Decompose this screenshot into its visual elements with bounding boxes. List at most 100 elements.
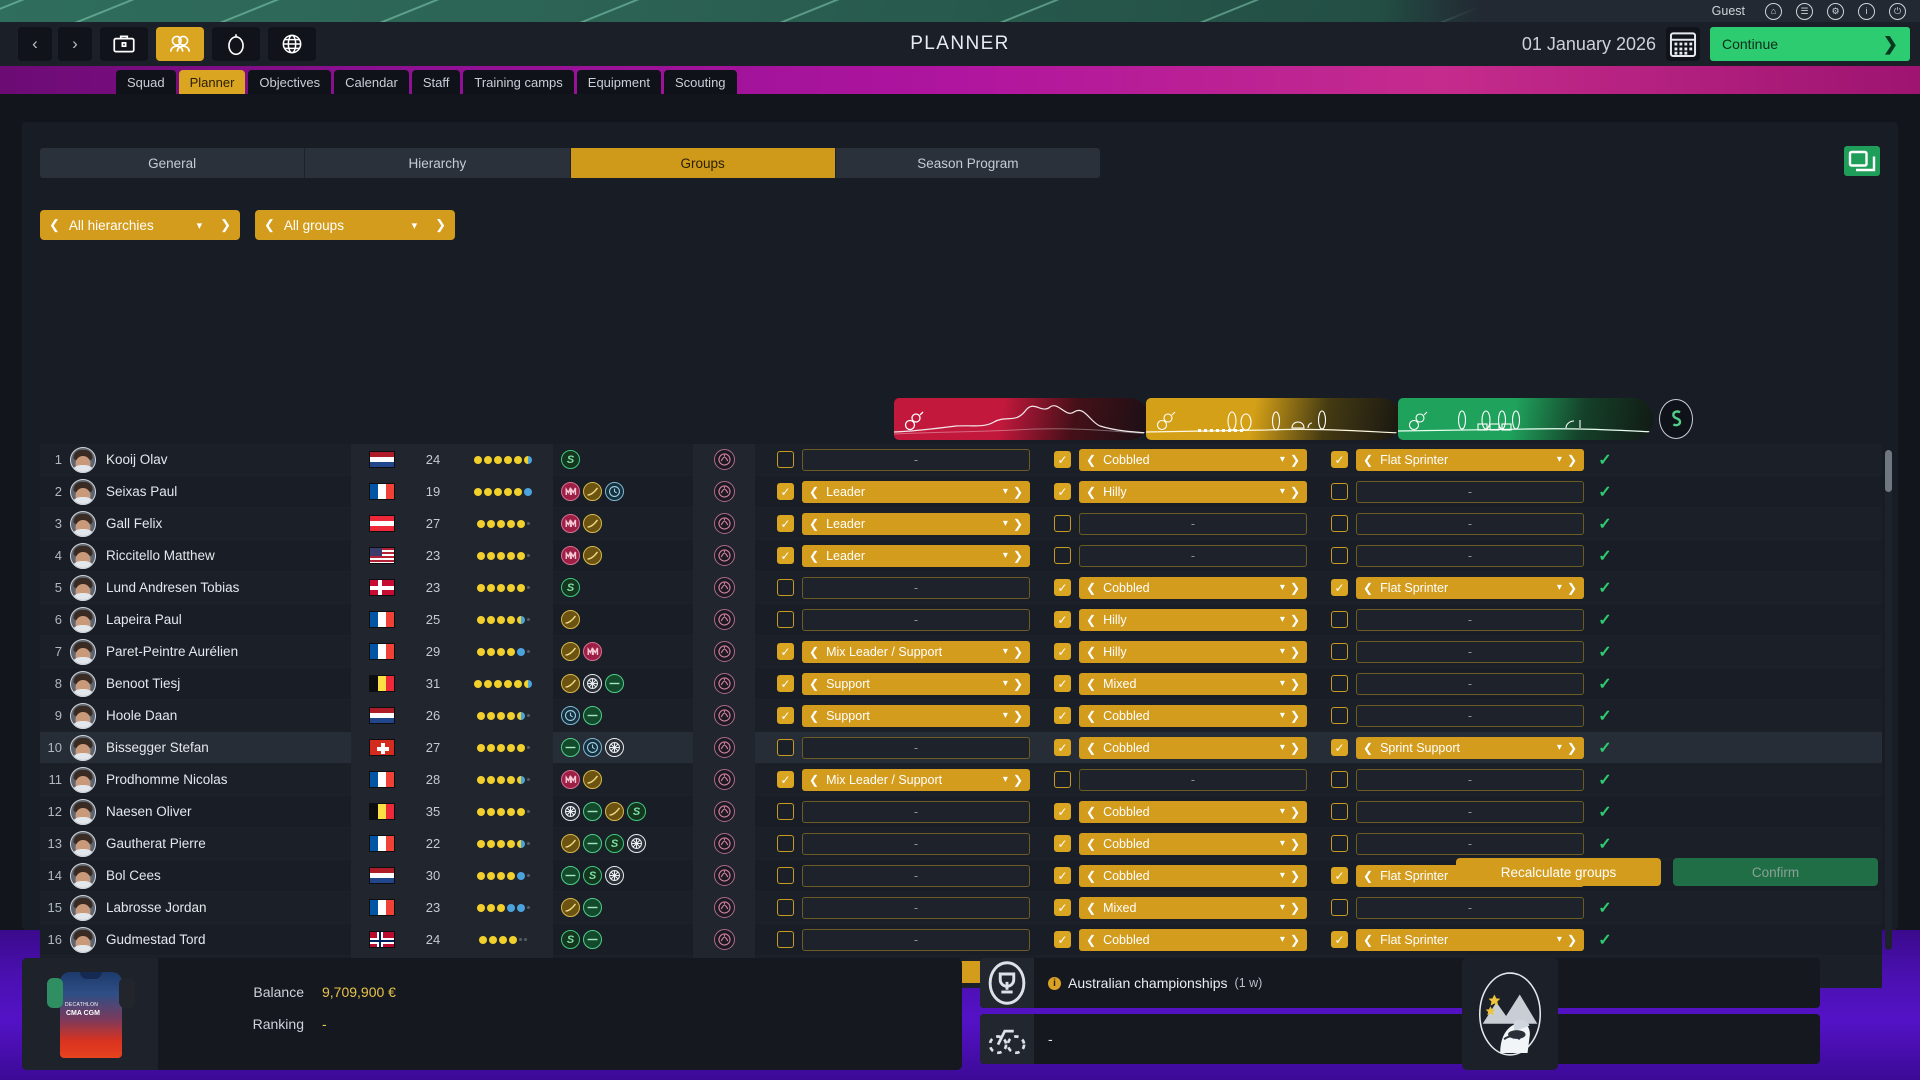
group-checkbox[interactable]: [1331, 771, 1348, 788]
group-select[interactable]: ❮ Mixed ▾ ❯: [1079, 672, 1307, 695]
confirm-button[interactable]: Confirm: [1673, 858, 1878, 886]
group-select[interactable]: -: [802, 448, 1030, 471]
next-arrow-icon[interactable]: ❯: [1289, 484, 1300, 499]
group-select[interactable]: -: [802, 896, 1030, 919]
group-checkbox[interactable]: [777, 803, 794, 820]
group-select[interactable]: -: [1356, 608, 1584, 631]
group-checkbox[interactable]: ✓: [1331, 579, 1348, 596]
chevron-down-icon[interactable]: ▾: [1556, 742, 1562, 753]
prev-arrow-icon[interactable]: ❮: [49, 217, 60, 232]
info-icon[interactable]: i: [1858, 2, 1875, 20]
prev-arrow-icon[interactable]: ❮: [1363, 452, 1374, 467]
group-checkbox[interactable]: ✓: [1054, 675, 1071, 692]
layout-toggle-icon[interactable]: [1844, 146, 1880, 176]
chevron-down-icon[interactable]: ▾: [1279, 870, 1285, 881]
table-row[interactable]: 4 Riccitello Matthew 23 ✓ ❮ Leader ▾ ❯ - - ✓: [40, 539, 1882, 572]
group-select[interactable]: ❮ Support ▾ ❯: [802, 672, 1030, 695]
chevron-down-icon[interactable]: ▾: [1279, 902, 1285, 913]
group-checkbox[interactable]: ✓: [777, 707, 794, 724]
chevron-down-icon[interactable]: ▾: [1279, 806, 1285, 817]
group-select[interactable]: -: [1356, 672, 1584, 695]
next-arrow-icon[interactable]: ❯: [1289, 932, 1300, 947]
rider-name[interactable]: Gudmestad Tord: [106, 932, 206, 947]
group-checkbox[interactable]: ✓: [1331, 867, 1348, 884]
group-checkbox[interactable]: [777, 931, 794, 948]
prev-arrow-icon[interactable]: ❮: [809, 548, 820, 563]
next-arrow-icon[interactable]: ❯: [1289, 900, 1300, 915]
prev-arrow-icon[interactable]: ❮: [1363, 740, 1374, 755]
next-arrow-icon[interactable]: ❯: [1289, 644, 1300, 659]
group-checkbox[interactable]: [1331, 515, 1348, 532]
tab-calendar[interactable]: Calendar: [334, 70, 409, 94]
tab-objectives[interactable]: Objectives: [248, 70, 332, 94]
prev-arrow-icon[interactable]: ❮: [1363, 868, 1374, 883]
group-header-mountain[interactable]: [894, 398, 1189, 440]
chevron-down-icon[interactable]: ▾: [1002, 518, 1008, 529]
group-checkbox[interactable]: [1331, 835, 1348, 852]
group-checkbox[interactable]: ✓: [777, 483, 794, 500]
prev-arrow-icon[interactable]: ❮: [1086, 900, 1097, 915]
rider-name[interactable]: Prodhomme Nicolas: [106, 772, 228, 787]
table-row[interactable]: 2 Seixas Paul 19 ✓ ❮ Leader ▾ ❯ ✓ ❮ Hilly ▾ ❯ - ✓: [40, 475, 1882, 508]
rider-name[interactable]: Gall Felix: [106, 516, 163, 531]
prev-arrow-icon[interactable]: ❮: [1086, 836, 1097, 851]
group-checkbox[interactable]: [777, 835, 794, 852]
rider-name[interactable]: Naesen Oliver: [106, 804, 192, 819]
module-riders-group-button[interactable]: [156, 27, 204, 61]
chevron-down-icon[interactable]: ▾: [1002, 486, 1008, 497]
rider-name[interactable]: Paret-Peintre Aurélien: [106, 644, 239, 659]
group-checkbox[interactable]: ✓: [777, 643, 794, 660]
group-checkbox[interactable]: [777, 867, 794, 884]
prev-arrow-icon[interactable]: ❮: [1086, 676, 1097, 691]
rider-name[interactable]: Labrosse Jordan: [106, 900, 207, 915]
tab-training-camps[interactable]: Training camps: [463, 70, 574, 94]
tab-scouting[interactable]: Scouting: [663, 70, 737, 94]
group-select[interactable]: ❮ Cobbled ▾ ❯: [1079, 928, 1307, 951]
segment-groups[interactable]: Groups: [570, 148, 836, 178]
home-icon[interactable]: ⌂: [1765, 2, 1782, 20]
segment-season-program[interactable]: Season Program: [917, 155, 1019, 171]
group-select[interactable]: -: [802, 608, 1030, 631]
prev-arrow-icon[interactable]: ❮: [1086, 644, 1097, 659]
recalculate-groups-button[interactable]: Recalculate groups: [1456, 858, 1661, 886]
continue-button[interactable]: Continue ❯: [1710, 27, 1910, 61]
next-arrow-icon[interactable]: ❯: [1012, 772, 1023, 787]
tab-planner[interactable]: Planner: [178, 70, 246, 94]
group-select[interactable]: ❮ Leader ▾ ❯: [802, 544, 1030, 567]
group-checkbox[interactable]: [1331, 803, 1348, 820]
next-arrow-icon[interactable]: ❯: [1289, 452, 1300, 467]
group-checkbox[interactable]: ✓: [1054, 643, 1071, 660]
prev-arrow-icon[interactable]: ❮: [1086, 484, 1097, 499]
group-checkbox[interactable]: [1331, 643, 1348, 660]
group-select[interactable]: -: [802, 832, 1030, 855]
group-checkbox[interactable]: [1331, 611, 1348, 628]
table-row[interactable]: 9 Hoole Daan 26 ✓ ❮ Support ▾ ❯ ✓ ❮ Cobbled ▾ ❯ - ✓: [40, 699, 1882, 732]
group-select[interactable]: ❮ Cobbled ▾ ❯: [1079, 864, 1307, 887]
group-select[interactable]: -: [1356, 800, 1584, 823]
group-checkbox[interactable]: ✓: [1054, 451, 1071, 468]
table-row[interactable]: 6 Lapeira Paul 25 - ✓ ❮ Hilly ▾ ❯ - ✓: [40, 603, 1882, 636]
group-checkbox[interactable]: ✓: [1054, 867, 1071, 884]
next-arrow-icon[interactable]: ❯: [1012, 644, 1023, 659]
group-checkbox[interactable]: [1331, 899, 1348, 916]
rider-name[interactable]: Seixas Paul: [106, 484, 178, 499]
table-row[interactable]: 12 Naesen Oliver 35 S - ✓ ❮ Cobbled ▾ ❯ - ✓: [40, 795, 1882, 828]
table-scrollbar[interactable]: [1885, 450, 1892, 950]
chevron-down-icon[interactable]: ▾: [1556, 454, 1562, 465]
prev-arrow-icon[interactable]: ❮: [809, 644, 820, 659]
group-checkbox[interactable]: [777, 739, 794, 756]
prev-arrow-icon[interactable]: ❮: [1086, 708, 1097, 723]
group-checkbox[interactable]: ✓: [1054, 899, 1071, 916]
rider-name[interactable]: Riccitello Matthew: [106, 548, 215, 563]
group-select[interactable]: -: [1356, 640, 1584, 663]
next-arrow-icon[interactable]: ❯: [1566, 452, 1577, 467]
back-button[interactable]: ‹: [18, 27, 52, 61]
segment-hierarchy[interactable]: Hierarchy: [305, 148, 571, 178]
prev-arrow-icon[interactable]: ❮: [809, 676, 820, 691]
group-select[interactable]: ❮ Leader ▾ ❯: [802, 512, 1030, 535]
group-checkbox[interactable]: [777, 611, 794, 628]
group-select[interactable]: ❮ Flat Sprinter ▾ ❯: [1356, 576, 1584, 599]
group-checkbox[interactable]: ✓: [1054, 835, 1071, 852]
chevron-down-icon[interactable]: ▾: [1002, 678, 1008, 689]
next-arrow-icon[interactable]: ❯: [1012, 548, 1023, 563]
